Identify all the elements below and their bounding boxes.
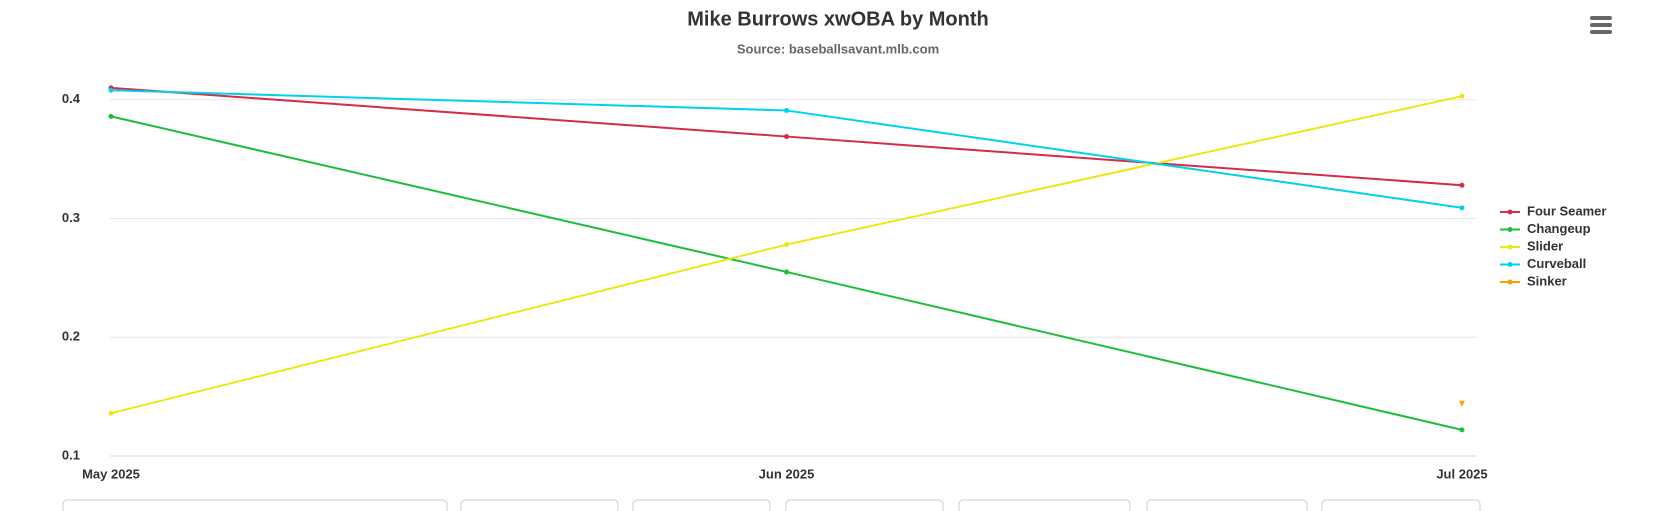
filter-boxes xyxy=(62,499,1481,511)
legend-label[interactable]: Changeup xyxy=(1527,221,1591,236)
chart-title: Mike Burrows xwOBA by Month xyxy=(687,8,989,30)
data-point xyxy=(108,87,114,93)
y-tick-label: 0.3 xyxy=(62,210,80,225)
filter-box[interactable] xyxy=(1321,499,1481,511)
x-tick-label: May 2025 xyxy=(82,466,140,481)
data-point xyxy=(1459,400,1465,407)
y-tick-label: 0.2 xyxy=(62,329,80,344)
data-point xyxy=(784,242,789,248)
filter-box[interactable] xyxy=(785,499,944,511)
menu-button[interactable] xyxy=(1590,16,1612,34)
data-point xyxy=(108,113,114,119)
chart-subtitle: Source: baseballsavant.mlb.com xyxy=(737,41,939,56)
y-tick-label: 0.1 xyxy=(62,447,80,462)
legend-label[interactable]: Sinker xyxy=(1527,273,1567,288)
data-point xyxy=(1459,93,1465,99)
filter-box[interactable] xyxy=(460,499,619,511)
menu-bar xyxy=(1590,23,1612,27)
data-point xyxy=(1459,182,1465,188)
legend-marker[interactable] xyxy=(1507,279,1513,285)
x-tick-label: Jul 2025 xyxy=(1436,466,1487,481)
y-tick-label: 0.4 xyxy=(62,91,81,106)
legend-marker[interactable] xyxy=(1507,209,1513,215)
filter-box[interactable] xyxy=(1146,499,1308,511)
legend-marker[interactable] xyxy=(1507,262,1513,267)
legend-label[interactable]: Four Seamer xyxy=(1527,203,1606,218)
data-point xyxy=(108,410,114,416)
data-point xyxy=(784,107,789,113)
data-point xyxy=(784,269,789,275)
series-line xyxy=(110,89,1463,209)
filter-box[interactable] xyxy=(958,499,1131,511)
x-tick-label: Jun 2025 xyxy=(759,466,815,481)
legend-label[interactable]: Slider xyxy=(1527,238,1563,253)
menu-bar xyxy=(1590,30,1612,34)
data-point xyxy=(1459,205,1465,211)
legend-label[interactable]: Curveball xyxy=(1527,256,1586,271)
series-line xyxy=(110,95,1463,415)
data-point xyxy=(784,134,789,140)
filter-box[interactable] xyxy=(62,499,448,511)
legend-marker[interactable] xyxy=(1507,244,1513,250)
menu-bar xyxy=(1590,16,1612,20)
data-point xyxy=(1459,427,1465,433)
legend-marker[interactable] xyxy=(1507,227,1513,232)
filter-box[interactable] xyxy=(632,499,771,511)
